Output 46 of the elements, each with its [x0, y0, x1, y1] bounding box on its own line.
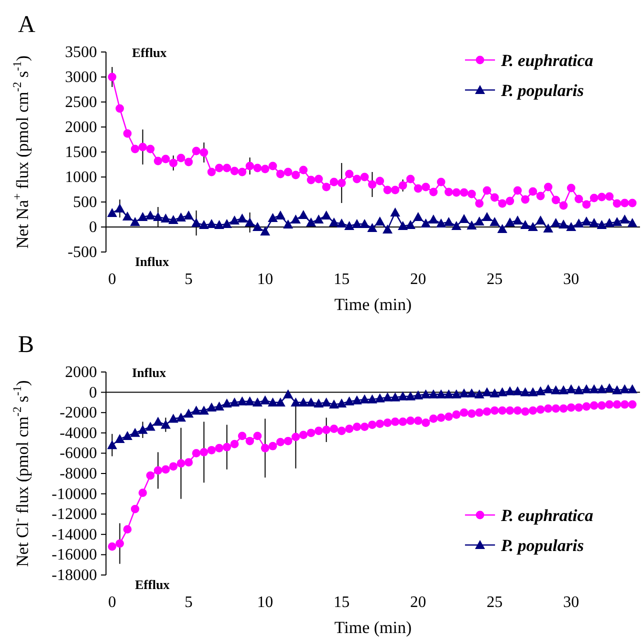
- legend-label: P. popularis: [500, 536, 584, 555]
- x-axis-title: Time (min): [334, 618, 412, 637]
- x-tick-label: 5: [184, 594, 193, 611]
- y-tick-label: 0: [89, 219, 97, 236]
- y-tick-label: 2000: [65, 364, 97, 381]
- legend-label: P. euphratica: [500, 51, 594, 70]
- y-tick-label: 2500: [65, 94, 97, 111]
- y-tick-label: -18000: [52, 567, 97, 584]
- y-tick-label: -2000: [60, 404, 97, 422]
- x-tick-label: 30: [563, 271, 580, 288]
- y-tick-label: -12000: [52, 506, 97, 524]
- chart-title: B: [18, 332, 34, 358]
- text: Efflux: [135, 577, 170, 592]
- y-tick-label: -500: [68, 244, 97, 261]
- x-axis-title: Time (min): [334, 295, 412, 314]
- x-tick-label: 20: [410, 271, 426, 288]
- y-tick-label: 3500: [65, 44, 97, 61]
- x-tick-label: 10: [257, 594, 274, 611]
- y-tick-label: -8000: [60, 466, 97, 482]
- y-tick-label: 500: [73, 194, 97, 211]
- y-tick-label: -14000: [52, 526, 97, 544]
- x-tick-label: 0: [108, 271, 116, 288]
- y-tick-label: -10000: [52, 486, 97, 503]
- x-tick-label: 15: [334, 271, 350, 288]
- x-tick-label: 5: [184, 271, 193, 288]
- y-tick-label: 2000: [65, 119, 97, 136]
- y-tick-label: 1500: [65, 144, 97, 161]
- y-tick-label: 0: [89, 384, 97, 402]
- y-tick-label: -16000: [52, 546, 97, 564]
- x-tick-label: 25: [486, 594, 503, 611]
- x-tick-label: 0: [108, 594, 116, 611]
- chart-title: A: [18, 12, 36, 38]
- x-tick-label: 15: [334, 594, 350, 611]
- y-tick-label: 1000: [65, 169, 97, 186]
- annotation: Influx: [132, 365, 166, 380]
- text: Influx: [135, 254, 170, 269]
- x-tick-label: 25: [486, 271, 503, 288]
- annotation: Efflux: [132, 45, 168, 60]
- y-tick-label: 3000: [65, 69, 97, 86]
- x-tick-label: 10: [257, 271, 274, 288]
- x-tick-label: 20: [410, 594, 426, 611]
- legend-label: P. euphratica: [500, 506, 594, 525]
- y-tick-label: -6000: [60, 445, 97, 462]
- x-tick-label: 30: [563, 594, 580, 611]
- legend-label: P. popularis: [500, 81, 584, 100]
- y-tick-label: -4000: [60, 424, 97, 442]
